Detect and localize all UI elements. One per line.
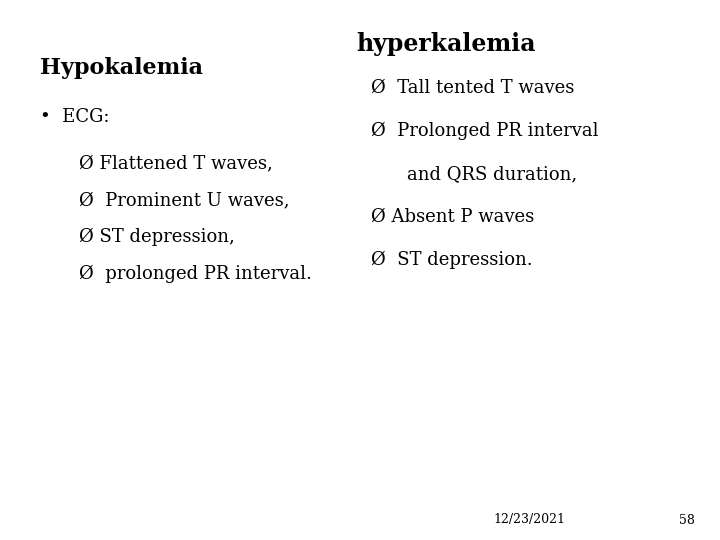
Text: Hypokalemia: Hypokalemia (40, 57, 202, 79)
Text: 58: 58 (679, 514, 695, 526)
Text: Ø ST depression,: Ø ST depression, (79, 228, 235, 246)
Text: Ø  Prominent U waves,: Ø Prominent U waves, (79, 192, 289, 210)
Text: Ø  Prolonged PR interval: Ø Prolonged PR interval (371, 122, 598, 140)
Text: and QRS duration,: and QRS duration, (407, 165, 577, 183)
Text: 12/23/2021: 12/23/2021 (493, 514, 565, 526)
Text: Ø Flattened T waves,: Ø Flattened T waves, (79, 154, 273, 172)
Text: Ø Absent P waves: Ø Absent P waves (371, 208, 534, 226)
Text: Ø  prolonged PR interval.: Ø prolonged PR interval. (79, 265, 312, 283)
Text: Ø  Tall tented T waves: Ø Tall tented T waves (371, 78, 574, 96)
Text: Ø  ST depression.: Ø ST depression. (371, 251, 532, 269)
Text: •  ECG:: • ECG: (40, 108, 109, 126)
Text: hyperkalemia: hyperkalemia (356, 32, 536, 56)
